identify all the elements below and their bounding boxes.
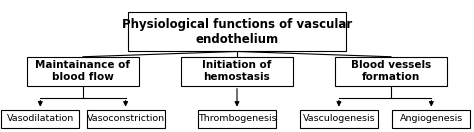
Text: Physiological functions of vascular
endothelium: Physiological functions of vascular endo… [122,18,352,46]
FancyBboxPatch shape [181,57,292,86]
FancyBboxPatch shape [86,110,165,128]
Text: Initiation of
hemostasis: Initiation of hemostasis [202,60,272,82]
FancyBboxPatch shape [392,110,470,128]
Text: Thrombogenesis: Thrombogenesis [198,114,276,123]
Text: Angiogenesis: Angiogenesis [400,114,463,123]
FancyBboxPatch shape [336,57,447,86]
Text: Vasodilatation: Vasodilatation [7,114,74,123]
FancyBboxPatch shape [128,12,346,51]
FancyBboxPatch shape [300,110,378,128]
FancyBboxPatch shape [198,110,276,128]
FancyBboxPatch shape [1,110,80,128]
FancyBboxPatch shape [27,57,138,86]
Text: Vasoconstriction: Vasoconstriction [87,114,164,123]
Text: Blood vessels
formation: Blood vessels formation [351,60,431,82]
Text: Vasculogenesis: Vasculogenesis [302,114,375,123]
Text: Maintainance of
blood flow: Maintainance of blood flow [36,60,130,82]
